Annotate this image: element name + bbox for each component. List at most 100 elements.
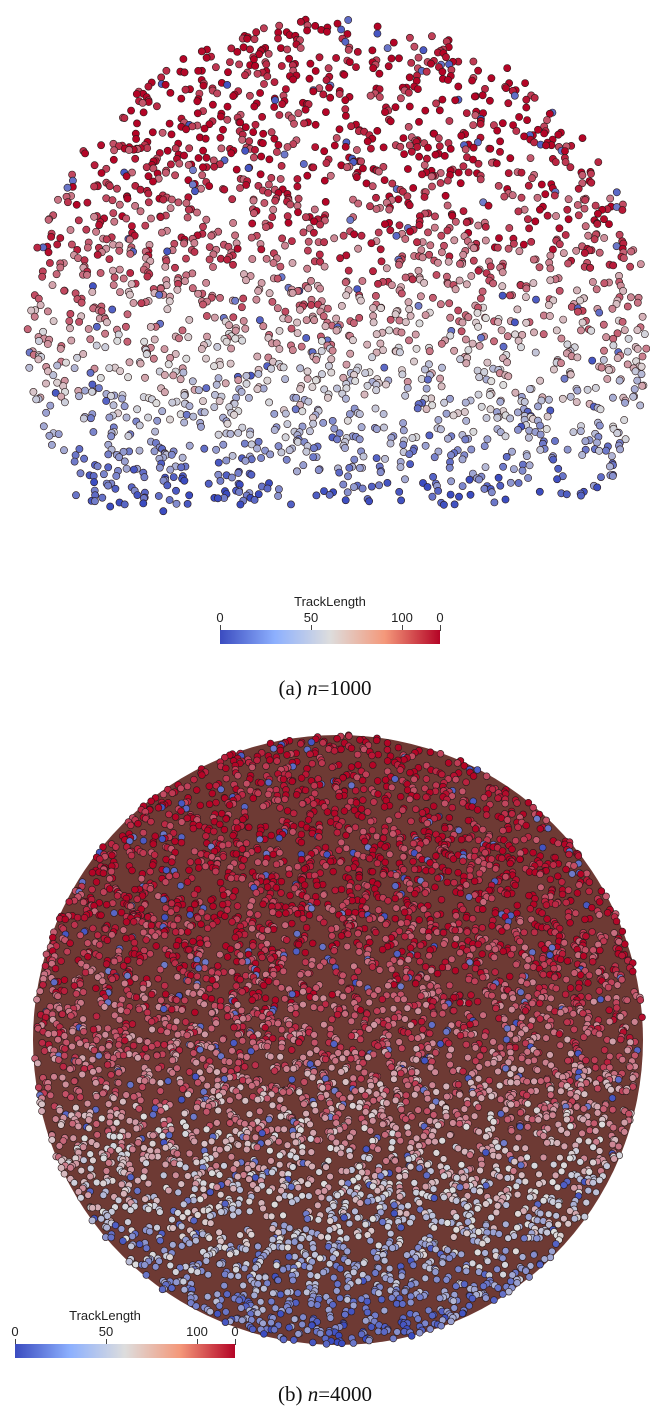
particle [165,119,174,128]
particle [112,472,121,480]
particle [281,375,289,383]
particle [391,915,399,923]
particle [307,738,316,746]
particle [365,854,374,863]
particle [578,318,587,327]
particle [215,397,224,405]
particle [461,145,470,154]
particle [506,972,514,981]
particle [115,265,124,274]
particle [462,914,470,922]
particle [205,800,214,808]
particle [295,940,303,949]
particle [516,918,524,926]
particle [147,921,156,930]
particle [42,379,50,388]
particle [530,328,538,337]
particle [356,296,365,305]
particle [252,889,260,897]
particle [180,418,189,427]
particle [92,984,100,992]
particle [585,878,594,886]
particle [372,454,381,462]
particle [99,843,107,851]
particle [60,987,69,995]
particle [577,326,585,335]
particle [170,1024,179,1032]
particle [414,53,423,62]
particle [96,373,105,382]
particle [60,976,69,984]
particle [410,865,419,874]
particle [230,410,238,419]
particle [602,892,610,901]
particle [384,982,392,990]
particle [317,1004,325,1013]
particle [61,915,70,924]
particle [324,64,333,73]
particle [135,421,144,430]
particle [258,933,266,941]
particle [620,416,629,424]
particle [428,182,436,191]
particle [262,60,271,69]
particle [357,157,365,166]
particle [193,97,202,106]
particle [355,435,364,444]
particle [465,475,474,484]
particle [503,890,511,899]
particle [44,307,52,316]
particle [482,772,491,780]
particle [367,239,376,248]
particle [252,28,261,37]
track-visualization-b [31,731,646,1348]
particle [70,364,79,372]
particle [411,890,419,898]
particle [486,144,495,153]
particle [590,235,599,244]
particle [308,383,317,391]
particle [595,421,604,430]
particle [162,66,171,75]
particle [413,85,422,93]
particle [220,825,229,834]
particle [535,487,544,496]
particle [283,807,292,815]
particle [541,190,550,199]
particle [514,408,522,417]
particle [226,359,235,368]
particle [276,262,285,271]
particle [310,1038,319,1047]
particle [386,439,395,448]
particle [135,446,144,455]
particle [358,813,366,821]
particle [459,905,467,914]
particle [627,293,635,302]
particle [420,365,429,374]
particle [60,286,68,295]
particle [401,391,410,400]
particle [288,777,296,786]
particle [246,430,254,439]
particle [516,849,525,857]
particle [439,929,448,937]
particle [253,69,262,78]
particle [580,204,589,213]
particle [51,388,60,397]
particle [578,171,587,180]
particle [185,315,194,324]
particle [257,454,265,462]
particle [207,995,216,1003]
particle [328,932,336,940]
particle [445,463,454,472]
particle [128,1020,137,1028]
particle [445,1039,453,1048]
particle [274,796,282,804]
particle [416,957,424,966]
particle [365,915,374,924]
particle [191,187,199,196]
particle [53,378,62,387]
particle [563,340,572,349]
particle [347,122,355,131]
particle [563,445,572,454]
